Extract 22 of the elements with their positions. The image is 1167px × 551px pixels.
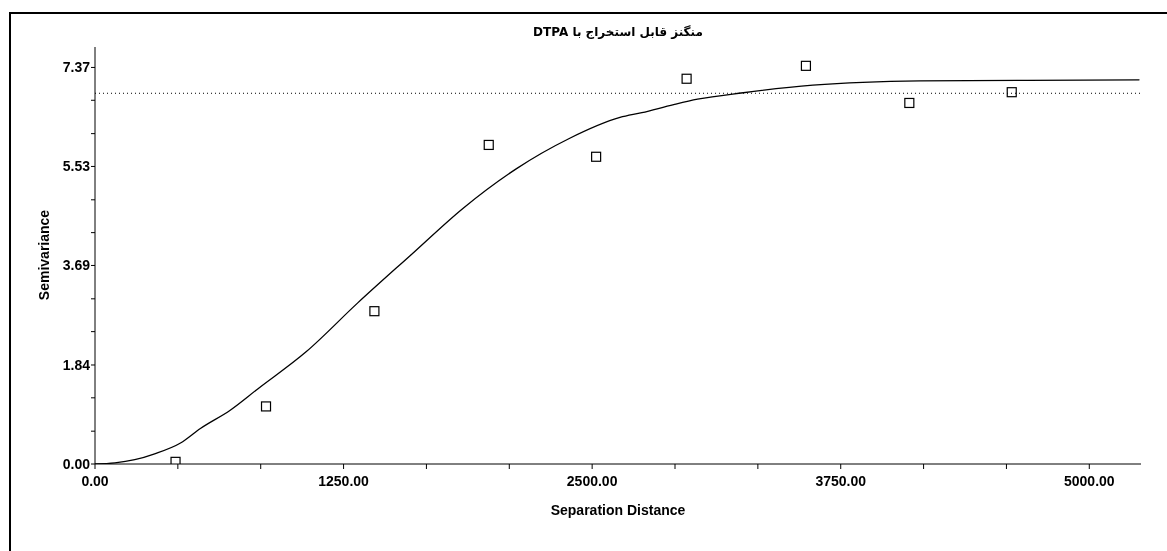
- point: [260, 401, 272, 412]
- y-tick-label: 0.00: [62, 455, 91, 472]
- point: [800, 60, 812, 71]
- point: [170, 456, 181, 464]
- point: [483, 139, 494, 151]
- point: [904, 97, 915, 109]
- point: [681, 73, 692, 84]
- x-tick-label: 1250.00: [318, 472, 370, 489]
- x-axis-title: Separation Distance: [550, 502, 686, 518]
- point: [591, 151, 602, 162]
- x-tick-label: 3750.00: [815, 472, 867, 489]
- x-tick-label: 2500.00: [566, 472, 618, 489]
- y-tick-label: 3.69: [62, 257, 91, 274]
- y-tick-label: 1.84: [62, 356, 91, 373]
- y-axis-title: Semivariance: [36, 209, 52, 300]
- y-tick-label: 5.53: [62, 158, 91, 175]
- point: [369, 306, 380, 317]
- y-tick-label: 7.37: [62, 59, 91, 76]
- x-tick-label: 0.00: [81, 472, 109, 489]
- x-tick-label: 5000.00: [1063, 472, 1115, 489]
- point: [1006, 87, 1017, 98]
- chart-title: منگنز قابل استخراج با DTPA: [533, 25, 703, 39]
